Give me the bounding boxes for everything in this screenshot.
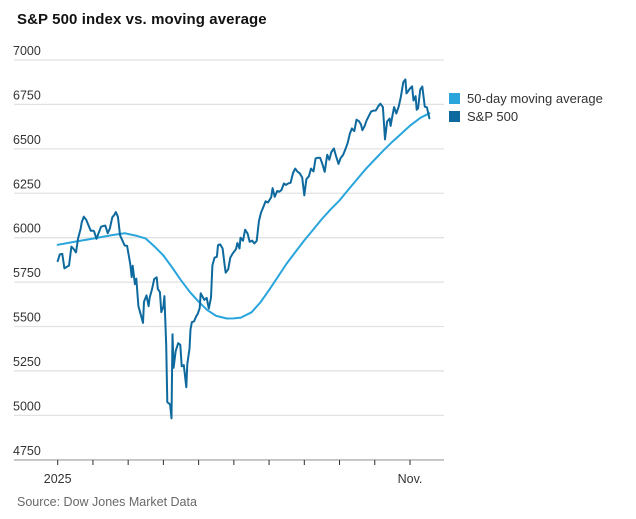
y-axis-label: 6000 [13,222,41,236]
y-axis-label: 5250 [13,355,41,369]
source-credit: Source: Dow Jones Market Data [17,495,197,509]
y-axis-label: 4750 [13,444,41,458]
sp500-legend-label: S&P 500 [467,109,519,124]
ma-line [56,112,431,320]
y-axis-label: 6500 [13,133,41,147]
chart-legend: 50-day moving average S&P 500 [449,91,603,124]
legend-item-ma: 50-day moving average [449,91,603,106]
ma-legend-swatch [449,93,460,104]
y-axis-label: 5000 [13,399,41,413]
sp500-line [56,78,431,420]
y-axis-label: 5750 [13,266,41,280]
ma-legend-label: 50-day moving average [467,91,603,106]
legend-item-sp500: S&P 500 [449,109,603,124]
y-axis-label: 7000 [13,44,41,58]
y-axis-label: 5500 [13,311,41,325]
sp500-legend-swatch [449,111,460,122]
x-axis-label: Nov. [398,472,423,486]
chart-title: S&P 500 index vs. moving average [17,11,267,28]
y-axis-label: 6750 [13,88,41,102]
y-axis-label: 6250 [13,177,41,191]
x-axis-label: 2025 [44,472,72,486]
